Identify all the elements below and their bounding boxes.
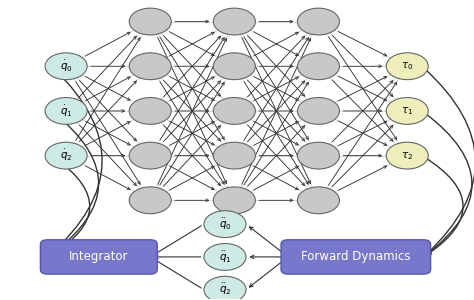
Circle shape <box>297 187 339 214</box>
Text: $\ddot{q}_0$: $\ddot{q}_0$ <box>219 217 231 232</box>
Circle shape <box>204 244 246 270</box>
FancyBboxPatch shape <box>281 240 430 274</box>
Circle shape <box>45 98 87 124</box>
Circle shape <box>45 142 87 169</box>
Circle shape <box>129 98 171 124</box>
Circle shape <box>204 211 246 238</box>
Circle shape <box>129 187 171 214</box>
Text: $\tau_2$: $\tau_2$ <box>401 150 413 161</box>
Text: $\ddot{q}_2$: $\ddot{q}_2$ <box>219 282 231 297</box>
Circle shape <box>213 53 255 80</box>
Circle shape <box>386 98 428 124</box>
Circle shape <box>297 142 339 169</box>
Circle shape <box>213 8 255 35</box>
Text: $\ddot{q}_1$: $\ddot{q}_1$ <box>219 249 231 265</box>
Circle shape <box>297 98 339 124</box>
Text: $\tau_1$: $\tau_1$ <box>401 105 413 117</box>
Circle shape <box>129 142 171 169</box>
Circle shape <box>297 8 339 35</box>
Circle shape <box>204 276 246 300</box>
Circle shape <box>213 187 255 214</box>
Text: $\tau_0$: $\tau_0$ <box>401 60 413 72</box>
Circle shape <box>129 8 171 35</box>
Circle shape <box>297 53 339 80</box>
Circle shape <box>386 53 428 80</box>
Circle shape <box>386 142 428 169</box>
Circle shape <box>213 142 255 169</box>
Text: $\dot{q}_1$: $\dot{q}_1$ <box>60 103 73 118</box>
Text: $\dot{q}_0$: $\dot{q}_0$ <box>60 58 73 74</box>
Text: Integrator: Integrator <box>69 250 128 263</box>
Circle shape <box>45 53 87 80</box>
FancyBboxPatch shape <box>40 240 157 274</box>
Text: $\dot{q}_2$: $\dot{q}_2$ <box>60 148 73 163</box>
Text: Forward Dynamics: Forward Dynamics <box>301 250 410 263</box>
Circle shape <box>129 53 171 80</box>
Circle shape <box>213 98 255 124</box>
